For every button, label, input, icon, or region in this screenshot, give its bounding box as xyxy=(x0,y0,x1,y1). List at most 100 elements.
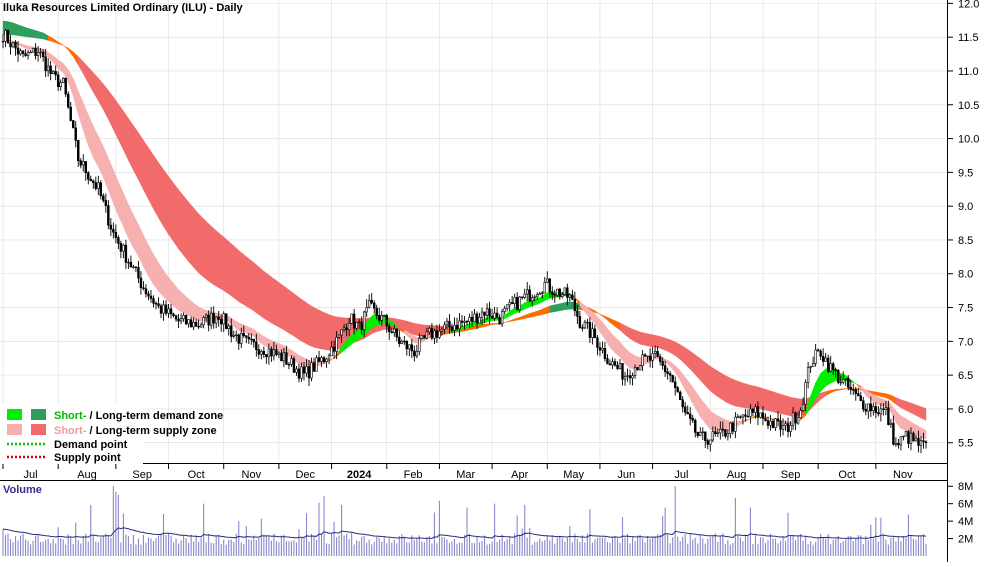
candle-body xyxy=(874,406,878,413)
candle-body xyxy=(689,413,692,419)
candle-body xyxy=(839,381,842,384)
long-term-zone-segment xyxy=(253,262,259,316)
volume-tick-label: 2M xyxy=(958,534,973,546)
candle-body xyxy=(709,439,712,445)
candle-body xyxy=(641,354,644,366)
long-term-zone-segment xyxy=(263,270,270,322)
candle-body xyxy=(917,437,920,446)
candle-body xyxy=(909,432,913,444)
month-tick-label: Nov xyxy=(242,469,262,481)
candle-body xyxy=(255,341,258,351)
long-term-zone-segment xyxy=(37,31,44,40)
candle-body xyxy=(475,313,479,324)
candle-body xyxy=(819,350,822,357)
legend-long-demand-swatch xyxy=(31,409,46,420)
legend-demand-zone-label: Short- / Long-term demand zone xyxy=(54,410,223,422)
candle-body xyxy=(503,308,506,312)
candle-body xyxy=(275,349,278,355)
candle-body xyxy=(500,311,504,325)
legend-demand-long-text: Long-term demand zone xyxy=(96,410,224,422)
volume-label: Volume xyxy=(3,484,42,496)
candle-body xyxy=(290,358,293,365)
candle-body xyxy=(756,406,760,418)
candle-body xyxy=(360,321,363,330)
candle-body xyxy=(393,328,396,333)
candle-body xyxy=(124,244,128,263)
long-term-zone-segment xyxy=(288,289,295,337)
candle-body xyxy=(79,160,82,166)
candle-body xyxy=(879,408,883,415)
candle-body xyxy=(97,182,100,189)
candle-body xyxy=(894,442,898,445)
candle-body xyxy=(671,374,674,383)
long-term-zone-segment xyxy=(148,147,154,210)
candle-body xyxy=(49,65,52,75)
candle-body xyxy=(390,331,393,333)
long-term-zone-segment xyxy=(158,161,164,228)
candle-body xyxy=(691,418,694,421)
candle-body xyxy=(362,311,366,330)
candle-body xyxy=(222,313,225,325)
candle-body xyxy=(628,375,632,379)
candle-body xyxy=(225,313,228,329)
long-term-zone-segment xyxy=(163,168,169,235)
price-tick-label: 9.0 xyxy=(958,201,973,213)
candle-body xyxy=(378,315,381,321)
candle-body xyxy=(558,288,562,298)
candle-body xyxy=(277,352,281,355)
legend-demand-point-label: Demand point xyxy=(54,439,128,451)
candle-body xyxy=(19,50,22,55)
candle-body xyxy=(679,391,682,401)
candle-body xyxy=(6,30,10,44)
candle-body xyxy=(257,349,261,355)
candle-body xyxy=(721,428,725,431)
candle-body xyxy=(666,371,669,374)
candle-body xyxy=(267,348,271,358)
candle-body xyxy=(380,315,383,321)
candle-body xyxy=(781,425,785,430)
candle-body xyxy=(847,378,850,388)
candle-body xyxy=(919,440,923,446)
candle-body xyxy=(596,337,599,348)
candle-body xyxy=(270,348,273,357)
candle-body xyxy=(676,387,679,393)
candle-body xyxy=(164,304,168,314)
candle-body xyxy=(214,316,218,324)
candle-body xyxy=(177,318,180,322)
legend-supply-sep: / xyxy=(86,425,95,437)
candle-body xyxy=(526,289,529,295)
candle-body xyxy=(508,302,511,306)
month-tick-label: Apr xyxy=(511,469,528,481)
long-term-zone-segment xyxy=(233,245,240,303)
candle-body xyxy=(104,200,108,206)
candle-body xyxy=(252,338,256,343)
candle-body xyxy=(413,350,416,357)
candle-body xyxy=(651,353,654,361)
candle-body xyxy=(706,440,709,445)
candle-body xyxy=(616,364,619,369)
candle-body xyxy=(212,313,215,324)
price-tick-label: 7.5 xyxy=(958,303,973,315)
long-term-zone-segment xyxy=(17,24,24,37)
candle-body xyxy=(182,315,185,319)
month-tick-label: Oct xyxy=(838,469,855,481)
price-tick-label: 6.5 xyxy=(958,370,973,382)
candle-body xyxy=(16,47,20,55)
long-term-zone-segment xyxy=(409,321,415,336)
candle-body xyxy=(174,315,178,320)
candle-body xyxy=(415,351,419,357)
candle-body xyxy=(87,172,90,180)
long-term-zone-segment xyxy=(298,297,305,343)
candle-body xyxy=(603,347,607,359)
candle-body xyxy=(272,349,276,357)
legend-short-supply-swatch xyxy=(7,424,22,435)
candle-body xyxy=(438,330,441,338)
candle-body xyxy=(460,320,464,323)
month-tick-label: Mar xyxy=(456,469,475,481)
candle-body xyxy=(658,356,662,362)
candle-body xyxy=(719,428,722,434)
long-term-zone-segment xyxy=(22,26,29,38)
candle-body xyxy=(638,365,642,371)
candle-body xyxy=(563,287,567,295)
candle-body xyxy=(430,328,434,339)
